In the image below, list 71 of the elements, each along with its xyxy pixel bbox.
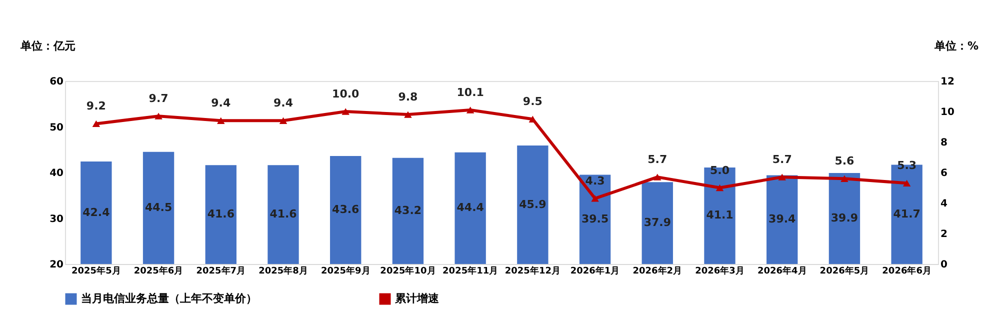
data-label: 41.1 bbox=[706, 208, 734, 222]
y2-tick-label: 0 bbox=[940, 260, 948, 270]
data-label: 45.9 bbox=[519, 198, 546, 211]
y2-tick-label: 6 bbox=[940, 168, 948, 179]
point bbox=[217, 117, 225, 124]
y2-tick-label: 8 bbox=[940, 138, 948, 148]
data-label: 39.4 bbox=[768, 212, 796, 226]
data-label: 9.2 bbox=[86, 100, 106, 113]
x-tick-label: 2025年9月 bbox=[320, 266, 370, 276]
x-tick-label: 2026年4月 bbox=[757, 266, 807, 276]
data-label: 41.6 bbox=[270, 208, 298, 221]
data-label: 5.0 bbox=[710, 164, 730, 177]
point bbox=[716, 184, 724, 192]
x-tick-label: 2025年10月 bbox=[380, 266, 436, 276]
x-tick-label: 2026年2月 bbox=[632, 266, 682, 276]
data-label: 9.7 bbox=[148, 92, 168, 106]
data-label: 42.4 bbox=[82, 206, 110, 219]
point bbox=[404, 111, 412, 118]
x-tick-label: 2026年6月 bbox=[882, 266, 932, 276]
y-axis-title: 单位：亿元 bbox=[20, 40, 76, 52]
legend-label: 当月电信业务总量（上年不变单价） bbox=[81, 292, 257, 305]
data-label: 9.8 bbox=[398, 90, 418, 104]
y2-tick-label: 12 bbox=[940, 76, 954, 88]
legend-label: 累计增速 bbox=[394, 292, 440, 305]
data-label: 10.1 bbox=[456, 86, 484, 99]
x-tick-label: 2025年7月 bbox=[196, 266, 246, 276]
data-label: 37.9 bbox=[644, 216, 671, 230]
point bbox=[902, 180, 911, 187]
point bbox=[591, 195, 599, 202]
data-label: 39.5 bbox=[581, 212, 609, 226]
point bbox=[840, 175, 848, 182]
point bbox=[528, 116, 537, 122]
y2-axis-title: 单位：% bbox=[933, 40, 978, 52]
data-label: 43.2 bbox=[394, 204, 422, 217]
data-label: 41.6 bbox=[207, 208, 235, 221]
data-label: 9.4 bbox=[274, 96, 294, 110]
x-tick-label: 2026年1月 bbox=[570, 266, 620, 276]
data-label: 41.7 bbox=[893, 207, 920, 220]
point bbox=[279, 117, 288, 124]
data-label: 10.0 bbox=[332, 88, 360, 100]
y-tick-label: 40 bbox=[50, 168, 64, 179]
x-tick-label: 2025年8月 bbox=[258, 266, 308, 276]
data-label: 5.7 bbox=[772, 153, 792, 166]
data-label: 39.9 bbox=[830, 211, 858, 224]
x-tick-label: 2025年12月 bbox=[504, 266, 560, 276]
x-tick-label: 2025年11月 bbox=[442, 266, 498, 276]
x-tick-label: 2026年5月 bbox=[820, 266, 870, 276]
point bbox=[342, 108, 350, 115]
point bbox=[654, 174, 662, 180]
y-tick-label: 50 bbox=[50, 122, 64, 134]
y-tick-label: 30 bbox=[50, 214, 64, 225]
y-tick-label: 20 bbox=[50, 260, 64, 270]
data-label: 5.6 bbox=[834, 154, 855, 168]
point bbox=[466, 106, 474, 114]
data-label: 5.7 bbox=[648, 153, 668, 166]
data-label: 9.4 bbox=[211, 96, 231, 110]
x-tick-label: 2025年5月 bbox=[72, 266, 121, 276]
data-label: 9.5 bbox=[522, 95, 542, 108]
y2-tick-label: 2 bbox=[940, 229, 948, 240]
data-label: 44.4 bbox=[456, 201, 484, 214]
point bbox=[154, 112, 162, 120]
y2-tick-label: 10 bbox=[940, 107, 954, 118]
x-tick-label: 2025年6月 bbox=[134, 266, 184, 276]
point bbox=[778, 174, 786, 180]
point bbox=[92, 120, 100, 128]
y2-tick-label: 4 bbox=[940, 198, 948, 210]
data-label: 44.5 bbox=[144, 200, 172, 214]
y-tick-label: 60 bbox=[50, 76, 64, 88]
data-label: 4.3 bbox=[585, 174, 605, 188]
data-label: 43.6 bbox=[332, 203, 360, 216]
x-tick-label: 2026年3月 bbox=[695, 266, 744, 276]
